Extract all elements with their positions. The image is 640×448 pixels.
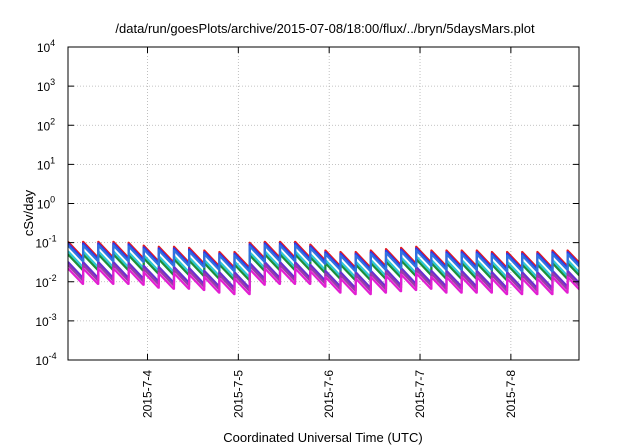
x-axis-title: Coordinated Universal Time (UTC) bbox=[223, 430, 422, 445]
x-axis: 2015-7-4 2015-7-5 2015-7-6 2015-7-7 2015-7-8 bbox=[140, 47, 518, 418]
y-tick-label: 100 bbox=[37, 195, 55, 212]
x-tick-label: 2015-7-4 bbox=[140, 370, 154, 418]
y-tick-label: 10-4 bbox=[35, 351, 56, 368]
x-tick-label: 2015-7-6 bbox=[322, 370, 336, 418]
x-tick-label: 2015-7-8 bbox=[504, 370, 518, 418]
series-layer bbox=[68, 240, 579, 296]
y-axis-title: cSv/day bbox=[21, 189, 36, 236]
series-line-2 bbox=[68, 242, 579, 271]
series-line-7 bbox=[68, 267, 579, 296]
y-tick-label: 103 bbox=[37, 77, 55, 94]
y-tick-label: 101 bbox=[37, 155, 55, 172]
y-tick-label: 10-3 bbox=[35, 312, 56, 329]
y-tick-label: 104 bbox=[37, 38, 55, 55]
grid bbox=[68, 47, 579, 360]
y-tick-label: 10-1 bbox=[35, 234, 56, 251]
x-tick-label: 2015-7-5 bbox=[231, 370, 245, 418]
y-tick-label: 102 bbox=[37, 116, 55, 133]
chart-title: /data/run/goesPlots/archive/2015-07-08/1… bbox=[115, 21, 535, 36]
y-axis: 104 103 102 101 100 10-1 10-2 10-3 10-4 bbox=[35, 38, 579, 368]
y-tick-label: 10-2 bbox=[35, 273, 56, 290]
series-line-8 bbox=[68, 244, 579, 273]
x-tick-label: 2015-7-7 bbox=[413, 370, 427, 418]
